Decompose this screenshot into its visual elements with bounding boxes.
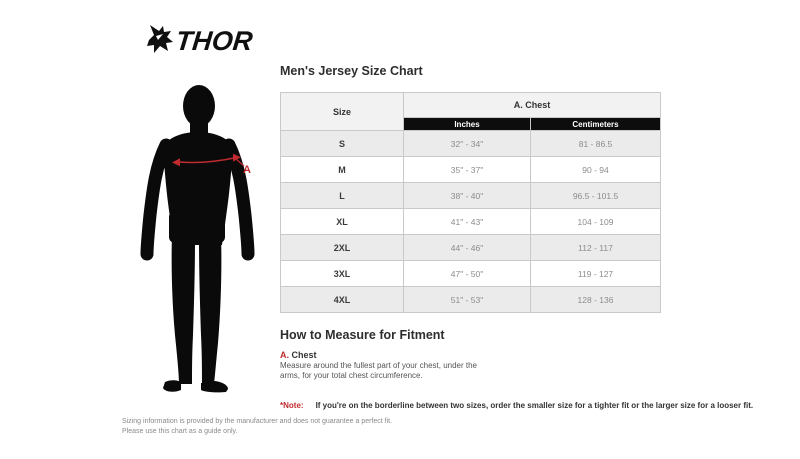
centimeters-cell: 90 - 94 [529, 156, 662, 183]
column-header-centimeters: Centimeters [529, 117, 662, 131]
table-row: 2XL 44" - 46" 112 - 117 [280, 234, 662, 261]
disclaimer-line: Sizing information is provided by the ma… [122, 418, 393, 425]
measure-name: Chest [291, 350, 317, 360]
centimeters-cell: 81 - 86.5 [529, 130, 662, 157]
column-header-chest-group: A. Chest [402, 92, 662, 118]
note-line: *Note: If you're on the borderline betwee… [280, 401, 753, 410]
table-row: S 32" - 34" 81 - 86.5 [280, 130, 662, 157]
centimeters-cell: 96.5 - 101.5 [529, 182, 662, 209]
size-chart-table-wrap: Size A. Chest Inches Centimeters S 32" -… [280, 92, 662, 313]
size-cell: XL [280, 208, 404, 235]
table-row: 3XL 47" - 50" 119 - 127 [280, 260, 662, 287]
inches-cell: 38" - 40" [403, 182, 531, 209]
centimeters-cell: 119 - 127 [529, 260, 662, 287]
inches-cell: 41" - 43" [403, 208, 531, 235]
chest-measurement-arrow [172, 153, 245, 167]
page-title: Men's Jersey Size Chart [280, 64, 423, 78]
measure-letter: A. [280, 350, 289, 360]
male-silhouette: A [140, 85, 255, 393]
disclaimer: Sizing information is provided by the ma… [122, 417, 392, 436]
inches-cell: 32" - 34" [403, 130, 531, 157]
howto-heading: How to Measure for Fitment [280, 328, 445, 342]
table-row: M 35" - 37" 90 - 94 [280, 156, 662, 183]
measure-label: A. Chest [280, 350, 317, 360]
measurement-figure: A [136, 85, 256, 397]
size-cell: 3XL [280, 260, 404, 287]
inches-cell: 51" - 53" [403, 286, 531, 313]
centimeters-cell: 104 - 109 [529, 208, 662, 235]
size-cell: S [280, 130, 404, 157]
size-cell: L [280, 182, 404, 209]
table-row: XL 41" - 43" 104 - 109 [280, 208, 662, 235]
size-cell: M [280, 156, 404, 183]
size-chart-table: Size A. Chest Inches Centimeters S 32" -… [280, 92, 662, 313]
measure-description: Measure around the fullest part of your … [280, 361, 478, 380]
table-header-row: Size A. Chest [280, 92, 662, 131]
column-header-inches: Inches [403, 117, 531, 131]
brand-wordmark: THOR [174, 26, 255, 56]
inches-cell: 47" - 50" [403, 260, 531, 287]
table-row: 4XL 51" - 53" 128 - 136 [280, 286, 662, 313]
note-label: *Note: [280, 401, 304, 410]
chest-arrow-label: A [243, 164, 251, 176]
centimeters-cell: 112 - 117 [529, 234, 662, 261]
size-cell: 4XL [280, 286, 404, 313]
centimeters-cell: 128 - 136 [529, 286, 662, 313]
size-cell: 2XL [280, 234, 404, 261]
disclaimer-line: Please use this chart as a guide only. [122, 427, 238, 435]
column-header-size: Size [280, 92, 404, 131]
note-text: If you're on the borderline between two … [315, 401, 754, 410]
table-row: L 38" - 40" 96.5 - 101.5 [280, 182, 662, 209]
table-subheader-row: Inches Centimeters [281, 117, 662, 131]
inches-cell: 44" - 46" [403, 234, 531, 261]
inches-cell: 35" - 37" [403, 156, 531, 183]
brand-logo: THOR [146, 23, 255, 59]
thor-helmet-icon [146, 23, 174, 59]
